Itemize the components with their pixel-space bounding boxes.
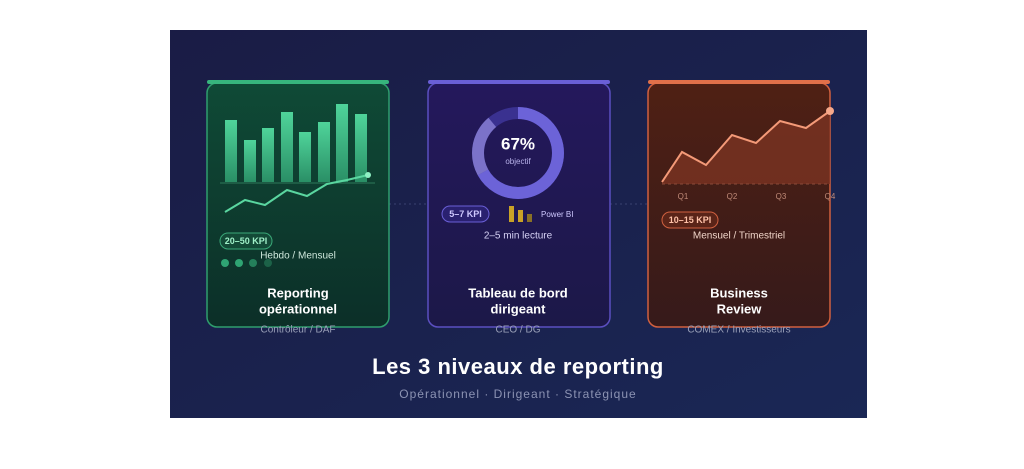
mini-bars (509, 206, 532, 222)
trend-dot (365, 172, 371, 178)
kpi: 5–7 KPI (449, 209, 482, 219)
donut-arc-light (472, 107, 564, 199)
card-title: opérationnel (259, 301, 337, 316)
card-title: Business (710, 285, 768, 300)
donut-value: 67% (501, 134, 535, 153)
quarter: Q1 (678, 192, 689, 201)
trend-line (224, 174, 369, 213)
kpi-pill (441, 205, 490, 223)
tool: Power BI (541, 210, 573, 219)
title: Les 3 niveaux de reporting (372, 354, 664, 379)
kpi: 20–50 KPI (225, 236, 268, 246)
card-title: Tableau de bord (468, 285, 567, 300)
donut-label: objectif (505, 157, 531, 166)
card-title: Reporting (267, 285, 328, 300)
card-title: dirigeant (491, 301, 547, 316)
kpi-pill (219, 232, 273, 250)
kpi: 10–15 KPI (669, 215, 712, 225)
card-title: Review (717, 301, 763, 316)
audience: CEO / DG (495, 325, 540, 336)
area (662, 111, 830, 184)
quarter: Q3 (776, 192, 787, 201)
frequency: Mensuel / Trimestriel (693, 231, 785, 242)
subtitle: Opérationnel · Dirigeant · Stratégique (399, 387, 636, 401)
card-accent (428, 80, 610, 84)
donut-arc (472, 107, 564, 199)
kpi-pill (661, 211, 719, 229)
card-accent (207, 80, 389, 84)
frequency: Hebdo / Mensuel (260, 251, 336, 262)
bar-illustration (225, 104, 367, 182)
dots (221, 259, 272, 267)
reading: 2–5 min lecture (484, 231, 553, 242)
area-dot (826, 107, 834, 115)
quarter-labels: Q1 Q2 Q3 Q4 (678, 192, 836, 201)
card-accent (648, 80, 830, 84)
area-line (661, 110, 831, 183)
audience: COMEX / Investisseurs (687, 325, 790, 336)
quarter: Q2 (727, 192, 738, 201)
quarter: Q4 (825, 192, 836, 201)
audience: Contrôleur / DAF (260, 325, 335, 336)
